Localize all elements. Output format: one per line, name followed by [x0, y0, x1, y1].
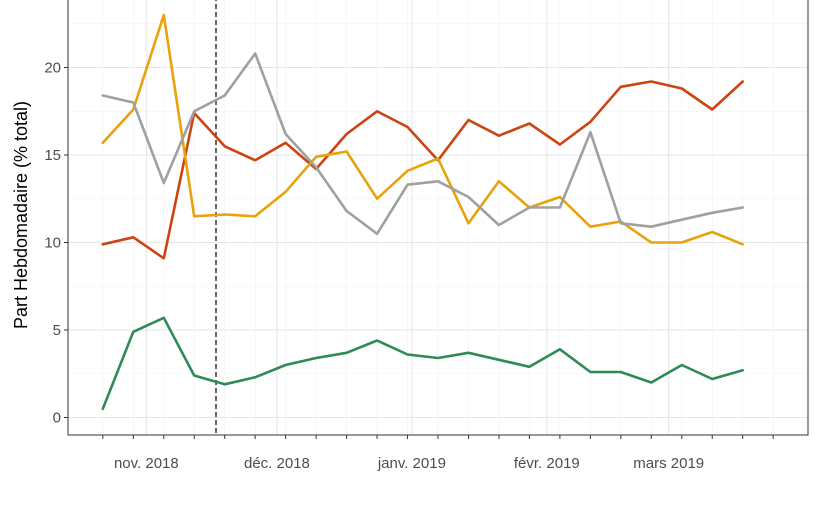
y-axis: 0510152025 [44, 60, 68, 427]
series-line-critiques-insultes-violence [101, 13, 745, 246]
y-tick-label: 20 [44, 60, 61, 77]
x-tick-label: févr. 2019 [514, 455, 580, 472]
x-tick-label: mars 2019 [633, 455, 704, 472]
y-tick-label: 0 [53, 410, 61, 427]
y-axis-title: Part Hebdomadaire (% total) [11, 101, 31, 329]
x-tick-label: janv. 2019 [377, 455, 446, 472]
x-axis: nov. 2018 déc. 2018 janv. 2019 févr. 2019 ma… [102, 435, 774, 472]
x-tick-label: nov. 2018 [114, 455, 179, 472]
y-tick-label: 15 [44, 147, 61, 164]
y-tick-label: 10 [44, 235, 61, 252]
y-tick-label: 5 [53, 322, 61, 339]
x-tick-label: déc. 2018 [244, 455, 310, 472]
series-line-soutien [101, 316, 745, 411]
series-line-organisation [101, 52, 745, 236]
series-lines [101, 13, 745, 411]
series-line-revendications [101, 80, 745, 260]
